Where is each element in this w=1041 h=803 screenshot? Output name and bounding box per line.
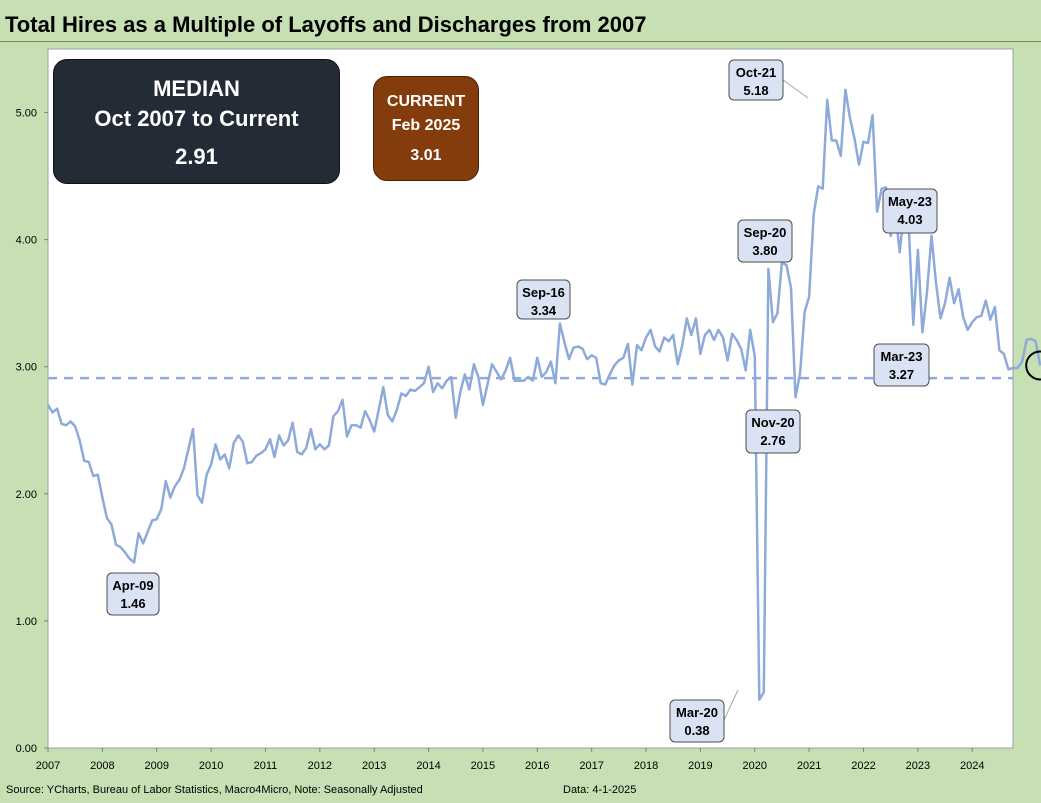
callout-value: 3.27	[889, 367, 914, 382]
callout-value: 5.18	[743, 83, 768, 98]
y-tick-label: 1.00	[16, 616, 37, 628]
x-tick-label: 2007	[36, 760, 60, 772]
x-tick-label: 2008	[90, 760, 114, 772]
callout-label: Sep-20	[744, 225, 787, 240]
current-label: CURRENT	[386, 93, 466, 110]
callout-box	[745, 409, 801, 454]
callout-box	[873, 343, 930, 387]
callout-mar-23: Mar-23 3.27	[873, 343, 930, 387]
current-box: CURRENT Feb 2025 3.01	[373, 76, 479, 181]
callout-box	[516, 279, 571, 320]
x-tick-label: 2018	[634, 760, 658, 772]
x-tick-label: 2017	[579, 760, 603, 772]
x-tick-label: 2013	[362, 760, 386, 772]
chart-title: Total Hires as a Multiple of Layoffs and…	[5, 12, 647, 37]
x-tick-label: 2021	[797, 760, 821, 772]
x-tick-label: 2023	[906, 760, 930, 772]
x-tick-label: 2020	[743, 760, 767, 772]
callout-nov-20: Nov-20 2.76	[745, 409, 801, 454]
x-tick-label: 2015	[471, 760, 495, 772]
callout-label: Mar-23	[881, 349, 923, 364]
callout-label: Sep-16	[522, 285, 565, 300]
x-tick-label: 2024	[960, 760, 984, 772]
latest-point-marker	[1025, 350, 1041, 381]
callout-value: 2.76	[760, 433, 785, 448]
median-value: 2.91	[175, 144, 218, 169]
callout-may-23: May-23 4.03	[882, 188, 938, 234]
x-tick-label: 2011	[254, 760, 278, 772]
y-tick-label: 5.00	[16, 108, 37, 120]
callout-value: 4.03	[897, 212, 922, 227]
callout-box	[728, 59, 784, 101]
callout-sep-20: Sep-20 3.80	[737, 219, 793, 263]
title-divider	[0, 41, 1041, 42]
x-tick-label: 2019	[688, 760, 712, 772]
callout-box	[106, 572, 160, 616]
callout-box	[882, 188, 938, 234]
source-note: Source: YCharts, Bureau of Labor Statist…	[6, 784, 423, 796]
x-tick-label: 2014	[416, 760, 440, 772]
callout-value: 1.46	[120, 596, 145, 611]
median-label: MEDIAN	[153, 76, 240, 101]
y-tick-label: 4.00	[16, 235, 37, 247]
callout-label: Nov-20	[751, 415, 794, 430]
callout-label: Oct-21	[736, 65, 776, 80]
y-tick-label: 0.00	[16, 743, 37, 755]
x-tick-label: 2010	[199, 760, 223, 772]
x-tick-label: 2009	[144, 760, 168, 772]
data-date: Data: 4-1-2025	[563, 784, 637, 796]
callout-box	[737, 219, 793, 263]
x-tick-label: 2016	[525, 760, 549, 772]
callout-leader	[782, 79, 809, 99]
callout-sep-16: Sep-16 3.34	[516, 279, 571, 320]
callout-leader	[723, 689, 739, 721]
callout-mar-20: Mar-20 0.38	[669, 699, 725, 743]
y-tick-label: 2.00	[16, 489, 37, 501]
current-value: 3.01	[410, 147, 442, 164]
callout-value: 0.38	[684, 723, 709, 738]
current-period: Feb 2025	[391, 117, 461, 134]
callout-value: 3.34	[531, 303, 557, 318]
callout-oct-21: Oct-21 5.18	[728, 59, 784, 101]
callout-label: Apr-09	[112, 578, 153, 593]
callout-apr-09: Apr-09 1.46	[106, 572, 160, 616]
series-line-hires-ratio	[46, 88, 1041, 701]
median-box: MEDIAN Oct 2007 to Current 2.91	[53, 59, 340, 184]
callout-label: May-23	[888, 194, 932, 209]
callout-value: 3.80	[752, 243, 777, 258]
callout-label: Mar-20	[676, 705, 718, 720]
x-tick-label: 2012	[308, 760, 332, 772]
median-period: Oct 2007 to Current	[94, 106, 299, 131]
y-tick-label: 3.00	[16, 362, 37, 374]
callout-box	[669, 699, 725, 743]
x-tick-label: 2022	[851, 760, 875, 772]
